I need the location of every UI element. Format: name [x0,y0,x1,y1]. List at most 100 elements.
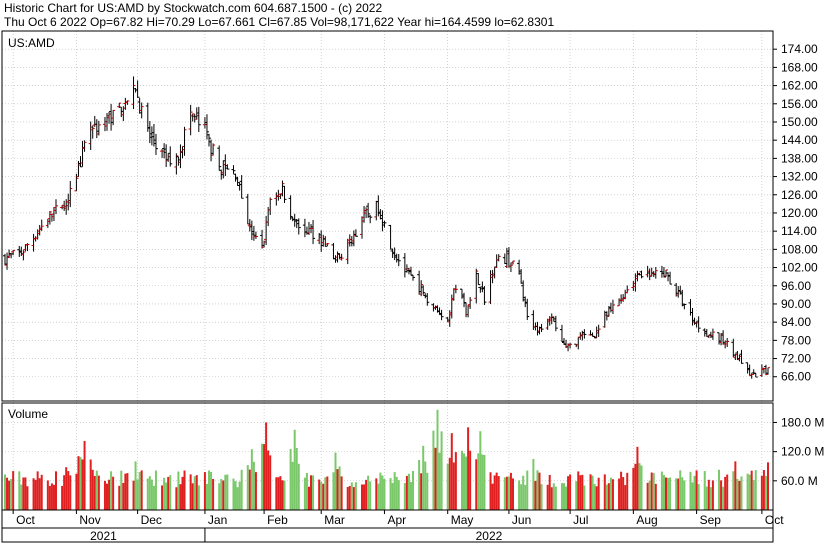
volume-bar [367,475,370,510]
month-label: Aug [636,513,657,527]
volume-bar [324,477,327,510]
volume-bar [718,469,721,510]
volume-bar [340,476,343,510]
volume-bar [275,477,278,510]
volume-bar [150,479,153,510]
volume-bar [548,474,551,510]
volume-bar [375,478,378,510]
volume-bar [265,422,268,510]
volume-bar [208,470,211,510]
volume-bar [32,478,35,510]
volume-bar [426,472,429,510]
price-tick-label: 132.00 [781,170,818,184]
volume-bar [110,471,113,510]
volume-bar [736,478,739,510]
volume-bar [93,475,96,510]
volume-bar [626,472,629,510]
volume-bar [734,461,737,510]
volume-bar [10,479,13,510]
volume-bar [381,475,384,510]
volume-bar [607,483,610,510]
volume-bar [169,475,172,510]
volume-bar [454,452,457,510]
volume-bar [218,483,221,510]
volume-bar [560,483,563,510]
volume-bar [138,472,141,510]
volume-bar [120,470,123,510]
volume-bar [338,466,341,510]
volume-bar [767,462,769,510]
volume-bar [261,443,264,510]
volume-bar [446,463,449,510]
volume-bar [579,475,582,510]
volume-tick-label: 180.0 M [781,415,824,429]
month-label: Jun [512,513,531,527]
volume-bar [497,476,500,510]
volume-bar [403,483,406,510]
volume-bar [161,485,164,510]
volume-bar [477,453,480,510]
volume-bar [603,474,606,510]
volume-bar [667,477,670,510]
volume-bar [379,472,382,510]
volume-bar [463,453,466,510]
volume-bar [650,472,653,510]
volume-bar [65,467,68,510]
volume-bar [746,473,749,510]
price-tick-label: 126.00 [781,188,818,202]
volume-bar [4,474,6,510]
volume-bar [310,475,313,510]
volume-bar [420,473,423,510]
volume-bar [336,469,339,510]
volume-bar [526,470,529,510]
volume-bar [722,486,725,510]
volume-bar [350,482,353,510]
volume-bar [483,454,486,510]
price-tick-label: 162.00 [781,79,818,93]
volume-bar [677,478,680,510]
volume-bar [460,450,463,510]
volume-bar [183,470,186,510]
month-label: Sep [700,513,722,527]
volume-bar [469,450,472,510]
volume-bar [524,484,527,510]
volume-bar [38,478,41,510]
volume-bar [622,477,625,510]
volume-bar [726,474,729,510]
volume-bar [79,457,82,510]
volume-bar [332,472,335,510]
volume-bar [352,487,355,510]
volume-bar [36,471,39,510]
volume-bar [597,477,600,510]
volume-bar [581,474,584,510]
volume-bar [695,470,698,510]
price-tick-label: 108.00 [781,242,818,256]
volume-bar [189,474,192,510]
volume-bar [12,471,15,510]
month-label: Mar [324,513,345,527]
volume-bar [154,470,157,510]
volume-bar [348,485,351,510]
volume-bar [307,486,310,510]
volume-bar [711,480,714,510]
volume-bar [505,476,508,510]
volume-bar [495,472,498,510]
volume-bar [136,479,139,510]
volume-bar [126,473,129,510]
volume-bar [112,476,115,510]
volume-bar [77,456,80,510]
volume-bar [636,446,639,510]
volume-bar [52,484,55,510]
volume-bar [632,467,635,510]
volume-bar [634,463,637,510]
panel-frames [1,30,774,543]
volume-bar [122,482,125,510]
volume-bar [46,480,49,510]
volume-bar [475,459,478,510]
month-label: Jul [573,513,588,527]
volume-bar [391,482,394,510]
volume-bar [754,470,757,510]
volume-bar [24,477,27,510]
volume-bar [293,429,296,510]
volume-bar [281,480,284,510]
